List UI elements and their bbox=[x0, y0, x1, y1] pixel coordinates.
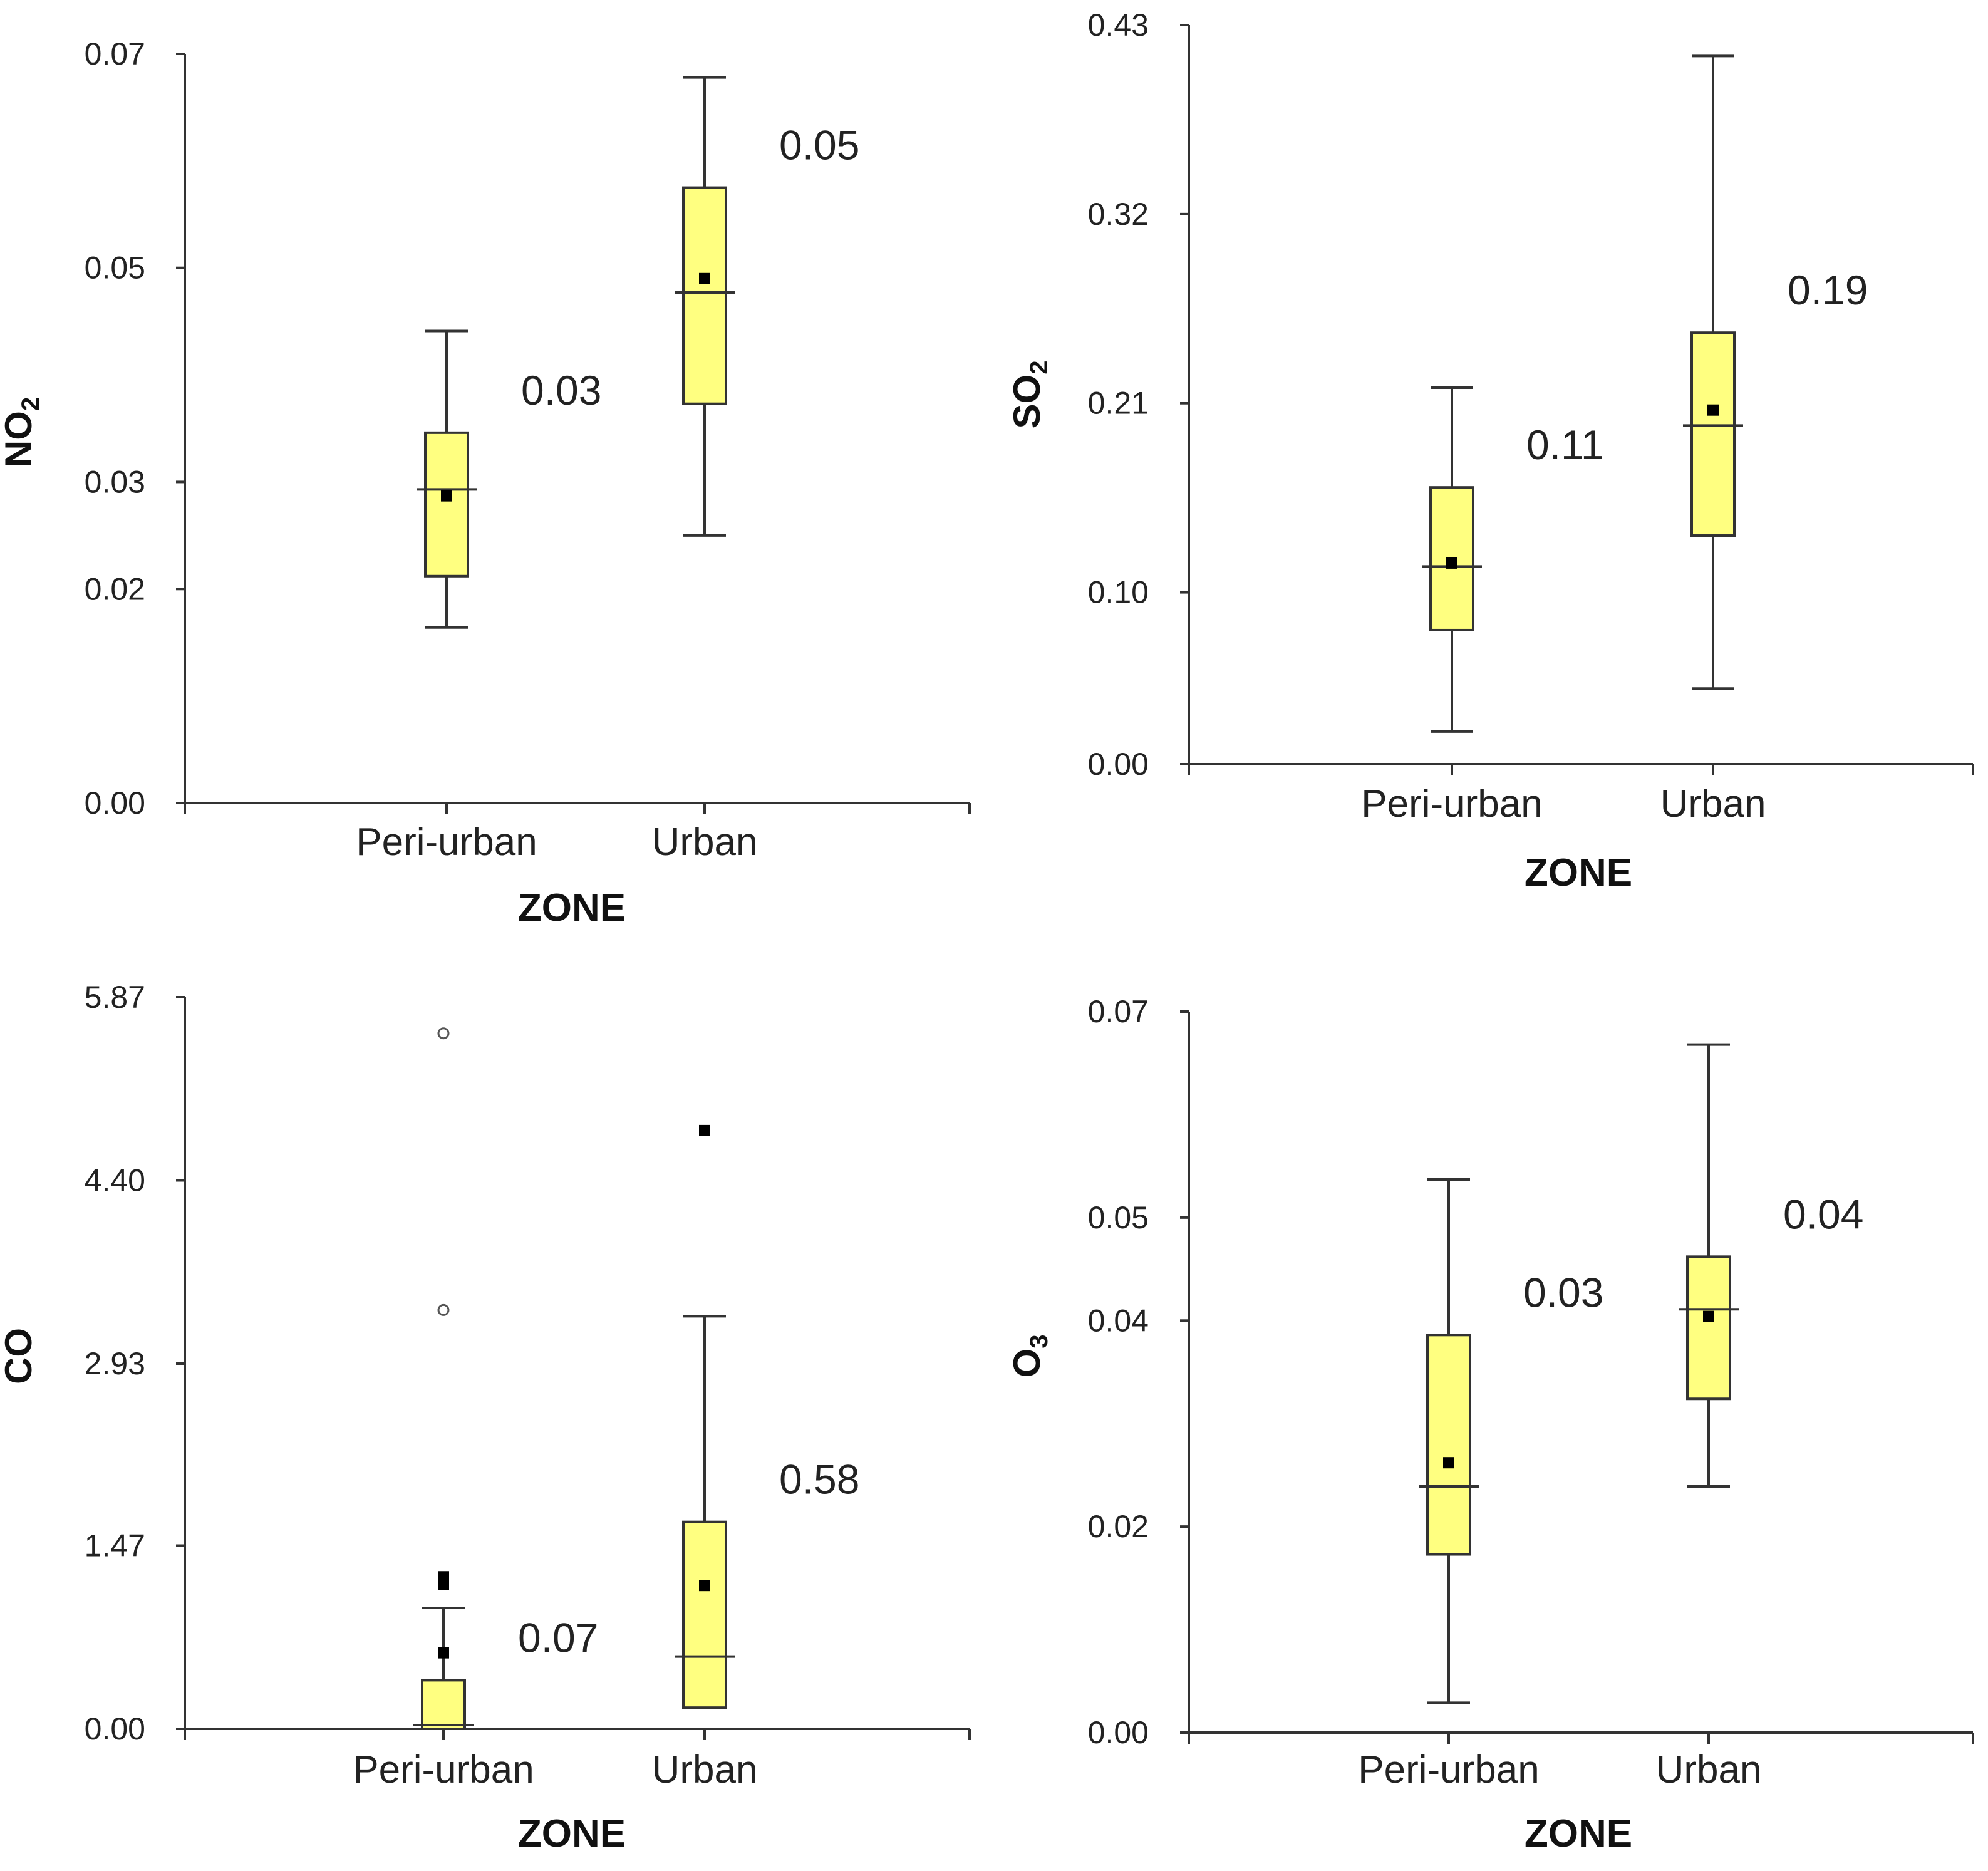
value-label: 0.03 bbox=[1523, 1269, 1603, 1315]
mean-marker bbox=[438, 1647, 449, 1659]
value-label: 0.05 bbox=[779, 122, 859, 168]
box-urban: 0.05 bbox=[675, 76, 859, 537]
value-label: 0.04 bbox=[1783, 1191, 1863, 1237]
x-tick-label-peri-urban: Peri-urban bbox=[1361, 782, 1542, 826]
iqr-box bbox=[424, 431, 469, 578]
mean-marker bbox=[1443, 1457, 1454, 1469]
y-axis-title-main: CO bbox=[0, 1328, 39, 1384]
x-tick-label-peri-urban: Peri-urban bbox=[353, 1748, 534, 1791]
x-tick-label-urban: Urban bbox=[652, 1748, 758, 1791]
box-peri-urban: 0.03 bbox=[417, 329, 601, 629]
box-urban: 0.04 bbox=[1679, 1043, 1863, 1488]
y-tick-label: 2.93 bbox=[85, 1346, 145, 1381]
x-tick-label-peri-urban: Peri-urban bbox=[1358, 1748, 1539, 1791]
y-tick-label: 0.32 bbox=[1088, 197, 1149, 232]
y-tick-label: 0.03 bbox=[85, 464, 145, 499]
outlier-square bbox=[438, 1578, 449, 1590]
panel-so2: 0.00 0.10 0.21 0.32 0.43 Peri-urban Urban ZONE S… bbox=[1006, 8, 1974, 894]
y-axis-title-subscript: 3 bbox=[1025, 1335, 1053, 1349]
x-axis-title: ZONE bbox=[518, 1812, 626, 1855]
mean-marker bbox=[1703, 1310, 1714, 1322]
box-peri-urban: 0.11 bbox=[1422, 386, 1604, 733]
x-tick-label-urban: Urban bbox=[1656, 1748, 1762, 1791]
y-axis-title-subscript: 2 bbox=[1025, 361, 1053, 375]
x-axis-title: ZONE bbox=[1525, 851, 1632, 894]
y-tick-label: 5.87 bbox=[85, 980, 145, 1015]
iqr-box bbox=[682, 1520, 727, 1709]
y-tick-label: 0.04 bbox=[1088, 1303, 1149, 1338]
y-tick-label: 0.00 bbox=[85, 785, 145, 821]
box-peri-urban: 0.03 bbox=[1419, 1178, 1603, 1704]
y-tick-label: 4.40 bbox=[85, 1163, 145, 1198]
mean-marker bbox=[699, 1580, 710, 1592]
outlier-circle bbox=[437, 1303, 450, 1316]
value-label: 0.07 bbox=[518, 1614, 598, 1661]
y-tick-label: 0.02 bbox=[1088, 1509, 1149, 1544]
iqr-box bbox=[1690, 331, 1736, 537]
x-tick-label-urban: Urban bbox=[1660, 782, 1766, 826]
x-axis-title: ZONE bbox=[518, 886, 626, 930]
y-tick-label: 0.00 bbox=[85, 1711, 145, 1746]
panel-o3: 0.00 0.02 0.04 0.05 0.07 Peri-urban Urban ZONE O… bbox=[1006, 994, 1974, 1855]
x-axis-title: ZONE bbox=[1525, 1812, 1632, 1855]
value-label: 0.03 bbox=[521, 367, 601, 413]
y-tick-label: 0.21 bbox=[1088, 386, 1149, 421]
y-tick-label: 0.00 bbox=[1088, 1715, 1149, 1750]
panel-co: 0.00 1.47 2.93 4.40 5.87 Peri-urban Urban ZONE C… bbox=[0, 980, 971, 1855]
value-label: 0.19 bbox=[1788, 267, 1868, 313]
y-axis-title: NO2 bbox=[0, 397, 44, 467]
box-urban: 0.58 bbox=[675, 1124, 859, 1709]
y-axis-title-main: NO bbox=[0, 411, 39, 467]
iqr-box bbox=[421, 1679, 466, 1731]
y-tick-label: 0.05 bbox=[1088, 1200, 1149, 1235]
panel-no2: 0.00 0.02 0.03 0.05 0.07 Peri-urban Urban ZONE N… bbox=[0, 36, 971, 930]
y-axis-title: O3 bbox=[1006, 1335, 1053, 1378]
outlier-circle bbox=[437, 1027, 450, 1040]
y-axis-title: CO bbox=[0, 1328, 39, 1384]
x-tick-label-urban: Urban bbox=[652, 821, 758, 864]
y-tick-label: 0.05 bbox=[85, 251, 145, 286]
value-label: 0.11 bbox=[1526, 422, 1604, 468]
y-axis-title-subscript: 2 bbox=[17, 397, 44, 411]
y-tick-label: 0.10 bbox=[1088, 575, 1149, 610]
iqr-box bbox=[1686, 1255, 1731, 1401]
outlier-square bbox=[699, 1124, 710, 1136]
y-axis-title: SO2 bbox=[1006, 361, 1053, 429]
y-tick-label: 0.43 bbox=[1088, 8, 1149, 43]
y-tick-label: 0.02 bbox=[85, 571, 145, 606]
iqr-box bbox=[682, 186, 727, 405]
x-tick-label-peri-urban: Peri-urban bbox=[356, 821, 537, 864]
box-urban: 0.19 bbox=[1683, 54, 1868, 690]
y-tick-label: 0.07 bbox=[85, 36, 145, 71]
y-tick-label: 0.07 bbox=[1088, 994, 1149, 1029]
y-axis-title-main: O bbox=[1006, 1349, 1048, 1378]
box-peri-urban: 0.07 bbox=[413, 1027, 598, 1731]
mean-marker bbox=[699, 272, 710, 284]
iqr-box bbox=[1426, 1334, 1471, 1556]
value-label: 0.58 bbox=[779, 1456, 859, 1503]
mean-marker bbox=[1446, 557, 1457, 569]
y-tick-label: 0.00 bbox=[1088, 747, 1149, 782]
mean-marker bbox=[441, 490, 452, 502]
mean-marker bbox=[1707, 404, 1719, 416]
y-tick-label: 1.47 bbox=[85, 1528, 145, 1563]
y-axis-title-main: SO bbox=[1006, 375, 1048, 429]
